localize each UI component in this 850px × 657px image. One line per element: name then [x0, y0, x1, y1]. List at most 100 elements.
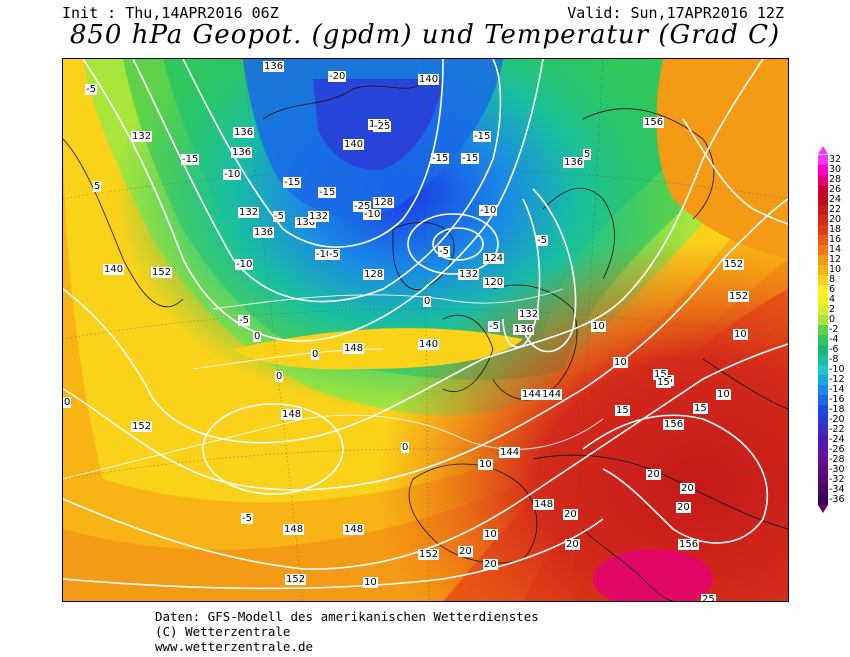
temperature-label: -25	[373, 121, 392, 132]
geopotential-label: 132	[458, 269, 480, 280]
geopotential-label: 140	[418, 74, 440, 85]
legend-label: 24	[829, 194, 842, 205]
legend-label: -30	[829, 464, 845, 475]
geopotential-label: 128	[363, 269, 385, 280]
footer: Daten: GFS-Modell des amerikanischen Wet…	[155, 609, 539, 654]
legend-label: -16	[829, 394, 845, 405]
temperature-label: 15	[656, 377, 671, 388]
legend-label: 20	[829, 214, 842, 225]
temperature-label: -15	[181, 154, 200, 165]
legend-label: 2	[829, 304, 836, 315]
legend-label: -8	[829, 354, 839, 365]
legend-swatch	[818, 435, 828, 445]
temperature-label: 20	[676, 502, 691, 513]
geopotential-label: 152	[151, 267, 173, 278]
legend-label: -36	[829, 494, 845, 505]
temperature-label: -15	[318, 187, 337, 198]
legend-label: -24	[829, 434, 845, 445]
legend-swatch	[818, 335, 828, 345]
geopotential-label: 152	[723, 259, 745, 270]
temperature-label: -10	[223, 169, 242, 180]
valid-time: Valid: Sun,17APR2016 12Z	[567, 4, 784, 22]
temperature-label: -15	[283, 177, 302, 188]
temperature-label: 0	[423, 296, 432, 307]
geopotential-label: 152	[285, 574, 307, 585]
legend-label: -28	[829, 454, 845, 465]
legend-label: 8	[829, 274, 836, 285]
legend-swatch	[818, 165, 828, 175]
legend-swatch	[818, 235, 828, 245]
temperature-label: 20	[563, 509, 578, 520]
footer-data-source: Daten: GFS-Modell des amerikanischen Wet…	[155, 609, 539, 624]
legend-label: -20	[829, 414, 845, 425]
temperature-label: -10	[363, 209, 382, 220]
legend-label: 16	[829, 234, 842, 245]
geopotential-label: 152	[131, 421, 153, 432]
geopotential-label: 156	[678, 539, 700, 550]
temperature-label: 20	[646, 469, 661, 480]
legend-swatch	[818, 245, 828, 255]
legend-label: -10	[829, 364, 845, 375]
legend-swatch	[818, 355, 828, 365]
temperature-label: 15	[615, 405, 630, 416]
geopotential-label: 132	[518, 309, 540, 320]
footer-website: www.wetterzentrale.de	[155, 639, 314, 654]
legend-label: 10	[829, 264, 842, 275]
geopotential-label: 124	[483, 253, 505, 264]
temperature-legend: 32 30 28 26 24 22 20 18 16 14 12 10 8 6 4 2 0 -2 -4 -6 -8 -10…	[812, 146, 850, 516]
chart-title: 850 hPa Geopot. (gpdm) und Temperatur (G…	[69, 20, 781, 50]
temperature-label: -15	[473, 131, 492, 142]
temperature-label: -20	[328, 71, 347, 82]
legend-label: -14	[829, 384, 845, 395]
legend-label: -12	[829, 374, 845, 385]
geopotential-label: 128	[373, 197, 395, 208]
temperature-label: -15	[461, 153, 480, 164]
temperature-label: 10	[716, 389, 731, 400]
temperature-label: 25	[701, 594, 716, 601]
legend-swatch	[818, 485, 828, 495]
temperature-label: 5	[93, 181, 102, 192]
legend-swatch	[818, 325, 828, 335]
legend-swatch	[818, 215, 828, 225]
legend-label: -2	[829, 324, 839, 335]
temperature-label: 10	[613, 357, 628, 368]
legend-swatch	[818, 155, 828, 165]
legend-label: -4	[829, 334, 839, 345]
legend-label: 14	[829, 244, 842, 255]
legend-label: -32	[829, 474, 845, 485]
geopotential-label: 120	[483, 277, 505, 288]
weather-map: 1361401361321361321281401441361361321241…	[62, 58, 789, 602]
legend-label: 28	[829, 174, 842, 185]
legend-swatch	[818, 225, 828, 235]
geopotential-label: 140	[343, 139, 365, 150]
legend-label: 18	[829, 224, 842, 235]
legend-label: 6	[829, 284, 836, 295]
legend-swatch	[818, 185, 828, 195]
legend-max-arrow-icon	[818, 146, 828, 154]
legend-swatch	[818, 385, 828, 395]
legend-swatch	[818, 445, 828, 455]
temperature-label: 20	[565, 539, 580, 550]
temperature-label: 0	[63, 397, 72, 408]
geopotential-label: 148	[343, 524, 365, 535]
legend-swatch	[818, 455, 828, 465]
geopotential-label: 136	[563, 157, 585, 168]
legend-swatch	[818, 395, 828, 405]
geopotential-label: 144	[499, 447, 521, 458]
temperature-label: 0	[275, 371, 284, 382]
geopotential-label: 132	[238, 207, 260, 218]
temperature-label: 20	[483, 559, 498, 570]
temperature-label: -10	[479, 205, 498, 216]
legend-swatch	[818, 315, 828, 325]
temperature-label: 10	[478, 459, 493, 470]
geopotential-label: 144	[521, 389, 543, 400]
legend-swatch	[818, 365, 828, 375]
geopotential-label: 136	[513, 324, 535, 335]
temperature-label: -5	[488, 321, 500, 332]
legend-label: 22	[829, 204, 842, 215]
temperature-label: -5	[438, 246, 450, 257]
geopotential-label: 136	[231, 147, 253, 158]
temperature-label: -5	[85, 84, 97, 95]
temperature-label: 10	[363, 577, 378, 588]
legend-label: -34	[829, 484, 845, 495]
